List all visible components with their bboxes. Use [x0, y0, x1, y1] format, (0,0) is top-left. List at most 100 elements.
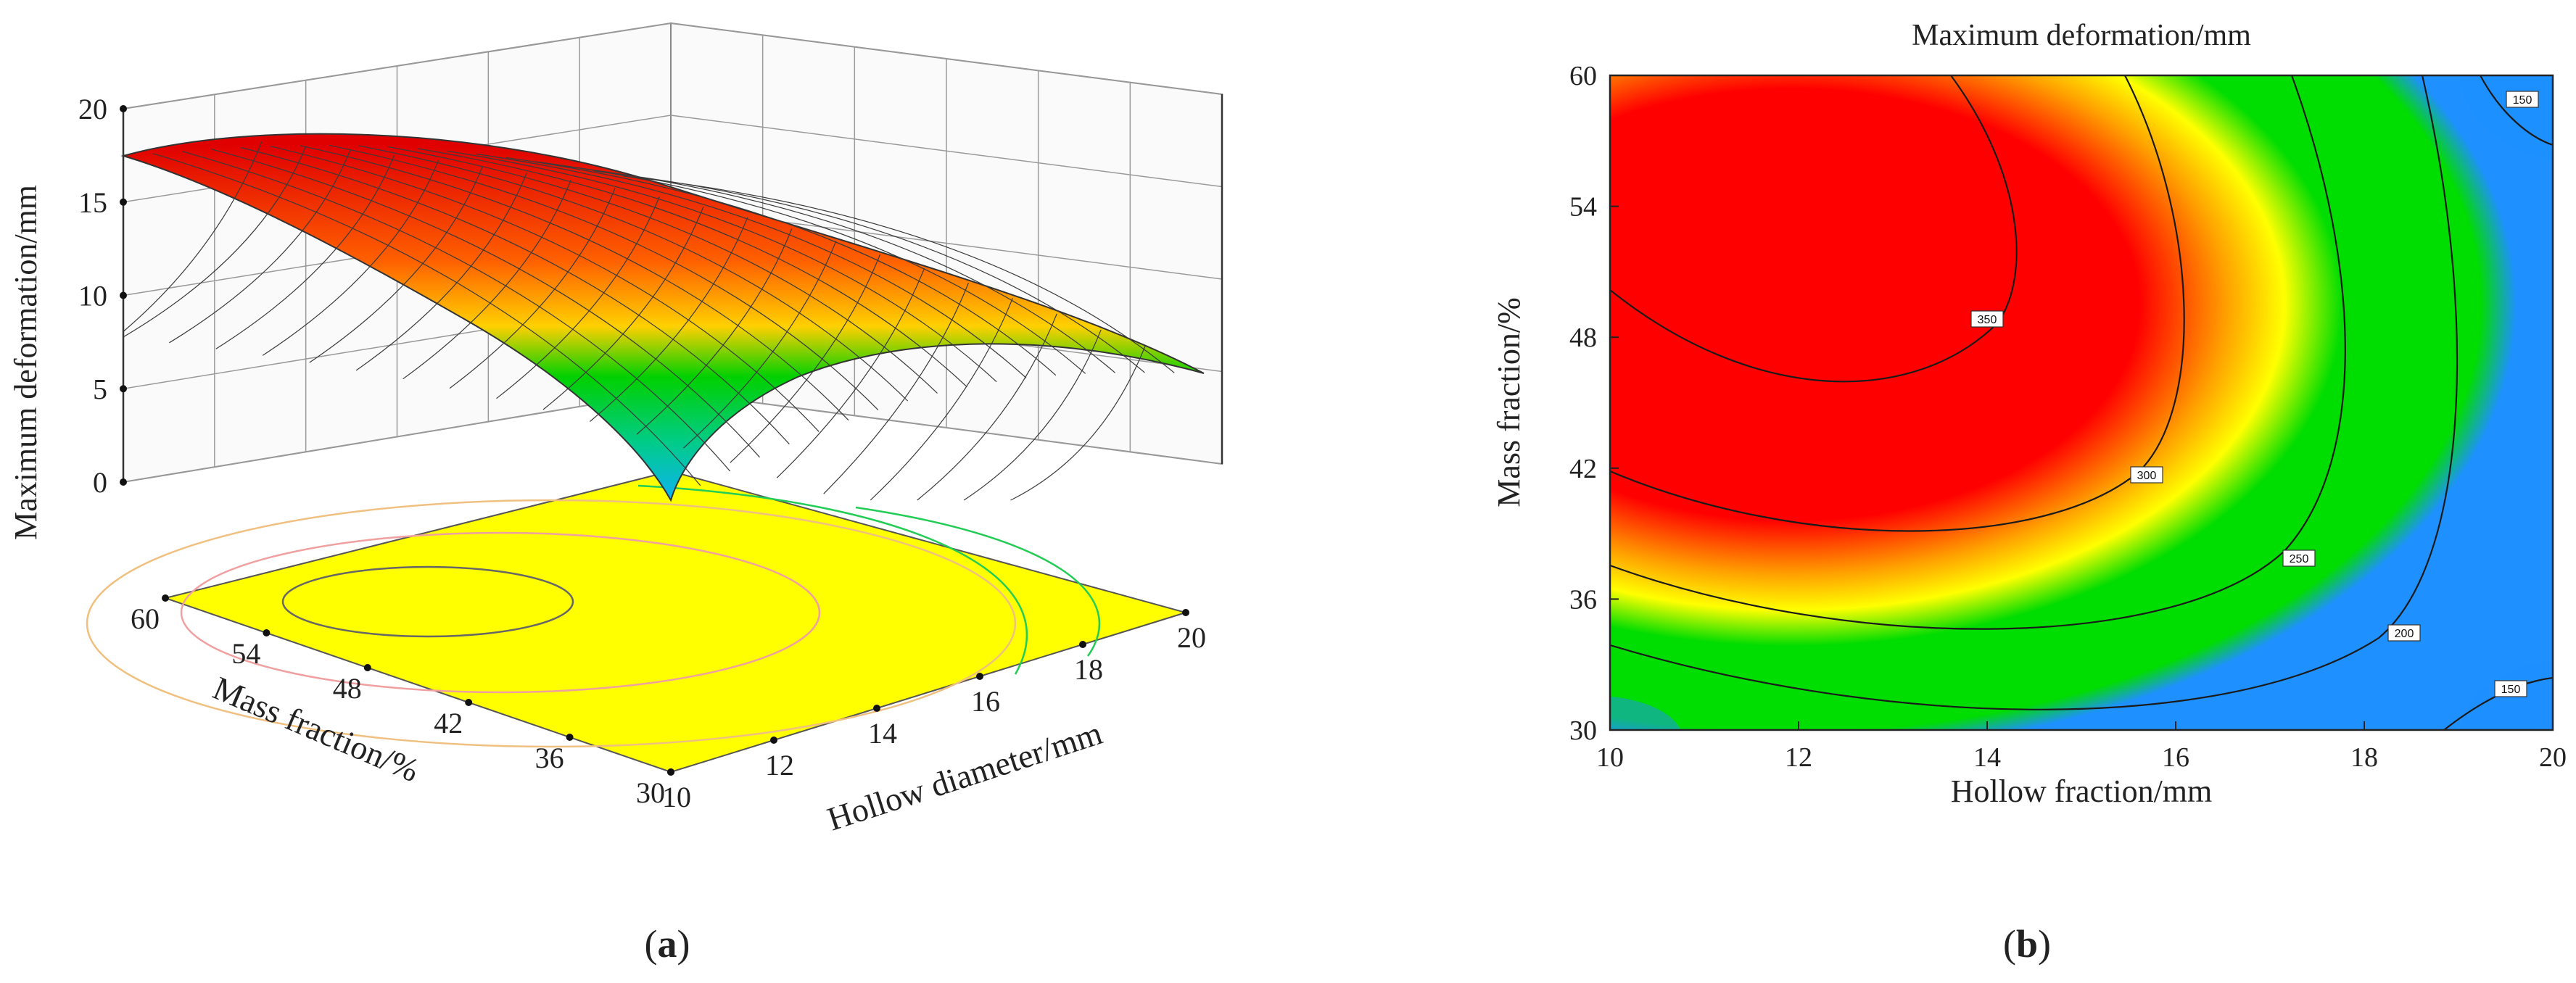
surface-mesh-line: [636, 228, 793, 435]
surface-mesh-line: [169, 150, 351, 344]
contour-labels: 350 300 250 200 150 150: [1970, 91, 2539, 697]
contour-200: [1610, 75, 2459, 710]
contour-350: [1610, 75, 2018, 383]
hollow-tick-dot: [1182, 609, 1189, 616]
z-tick-dot: [120, 478, 127, 486]
contour-label: 150: [2513, 94, 2532, 107]
mass-tick-label: 36: [535, 742, 564, 774]
surface-mesh-line: [215, 154, 395, 349]
surface-mesh-line: [776, 267, 925, 478]
contour-300: [1610, 75, 2185, 532]
surface-mesh-line: [329, 144, 879, 410]
surface-mesh: [123, 141, 1175, 501]
y-tick-label: 42: [1569, 454, 1597, 484]
contour-label: 200: [2395, 628, 2414, 640]
surface-mesh-line: [152, 153, 701, 486]
mass-tick-label: 54: [231, 637, 260, 670]
surface-mesh-line: [211, 149, 760, 458]
mass-tick-label: 30: [636, 776, 665, 809]
mass-tick-dot: [162, 594, 169, 602]
hollow-tick-dot: [873, 705, 880, 712]
surface-mesh-line: [402, 179, 571, 380]
hollow-tick-label: 14: [868, 717, 897, 750]
z-axis-title: Maximum deformation/mm: [8, 185, 44, 540]
contour-label-box: [1970, 310, 2004, 328]
z-tick-dot: [120, 105, 127, 112]
floor-contour-inner: [281, 565, 574, 638]
contour-label-box: [2387, 624, 2421, 642]
hollow-diameter-axis-title: Hollow diameter/mm: [823, 714, 1107, 838]
plot-frame: [1609, 74, 2554, 731]
x-tick-label: 16: [2162, 742, 2189, 773]
z-tick-label: 0: [93, 466, 107, 499]
mass-tick-label: 60: [131, 602, 160, 635]
surface-mesh-line: [542, 206, 704, 410]
response-surface: [120, 133, 1205, 502]
x-tick-label: 12: [1785, 742, 1812, 773]
hollow-tick-dot: [1079, 641, 1086, 648]
contour-label-box: [2282, 549, 2316, 567]
surface-mesh-line: [309, 165, 484, 363]
contour-label: 300: [2137, 470, 2157, 482]
surface-mesh-line: [730, 254, 881, 463]
y-tick-label: 36: [1569, 584, 1597, 615]
y-tick-label: 48: [1569, 323, 1597, 353]
surface-mesh-line: [355, 172, 527, 371]
floor-contours: [86, 484, 1101, 748]
surface-mesh-line: [1010, 346, 1146, 501]
x-tick-label: 14: [1973, 742, 2001, 773]
surface-mesh-line: [300, 145, 849, 421]
mass-tick-dot: [566, 734, 574, 741]
contour-lines: [1610, 75, 2553, 730]
hollow-tick-label: 18: [1074, 653, 1103, 686]
mass-tick-dot: [465, 699, 473, 706]
hollow-tick-label: 16: [971, 685, 1000, 718]
y-tick-label: 30: [1569, 716, 1597, 746]
x-tick-label: 18: [2350, 742, 2378, 773]
surface-mesh-line: [823, 283, 970, 494]
blue-corner-bl: [1610, 696, 1681, 730]
surface-mesh-line: [123, 146, 307, 338]
contour-250: [1610, 75, 2346, 630]
surface-mesh-line: [870, 297, 1013, 501]
contour-150-tr: [2480, 75, 2553, 146]
contour-label-box: [2506, 91, 2539, 108]
mass-tick-dot: [363, 664, 371, 671]
contour-label: 350: [1978, 314, 1997, 326]
surface-mesh-line: [270, 146, 820, 432]
surface-mesh-line: [476, 153, 1027, 378]
contour-label-box: [2130, 466, 2163, 484]
surface-mesh-line: [241, 146, 790, 444]
hollow-tick-dot: [770, 737, 777, 744]
mass-tick-dot: [263, 629, 271, 636]
surface-mesh-line: [496, 196, 660, 399]
hollow-tick-label: 12: [765, 749, 794, 781]
surface-mesh-line: [917, 313, 1057, 501]
surface-mesh-line: [262, 159, 439, 356]
panel-b-label: (b): [2003, 922, 2051, 966]
z-tick-label: 20: [78, 93, 107, 125]
heatmap-area: 350 300 250 200 150 150: [1610, 75, 2553, 730]
surface-mesh-line: [417, 148, 967, 388]
surface-mesh-line: [123, 141, 263, 332]
hollow-tick-dot: [667, 768, 674, 776]
surface-mesh-line: [505, 157, 1057, 376]
surface-mesh-line: [387, 146, 938, 394]
y-tick-label: 60: [1569, 61, 1597, 91]
surface-mesh-line: [682, 241, 837, 449]
panel-a-label: (a): [645, 922, 690, 966]
floor-contour-2: [180, 531, 821, 694]
contour-plot-title: Maximum deformation/mm: [1912, 19, 2251, 52]
y-axis-title: Mass fraction/%: [1491, 297, 1527, 507]
x-tick-label: 20: [2539, 742, 2567, 773]
hollow-tick-label: 10: [662, 781, 691, 813]
x-axis-title: Hollow fraction/mm: [1951, 773, 2213, 809]
contour-label: 150: [2501, 684, 2521, 696]
surface-plot: 0 5 10 15 20 30 36 42 48 54 60 10 12 14 16 18 20 Maximum…: [8, 22, 1223, 966]
surface-mesh-line: [447, 150, 997, 383]
surface-mesh-line: [449, 188, 616, 389]
surface-mesh-line: [358, 145, 909, 402]
contour-label: 250: [2290, 553, 2309, 565]
contour-label-box: [2494, 680, 2527, 697]
